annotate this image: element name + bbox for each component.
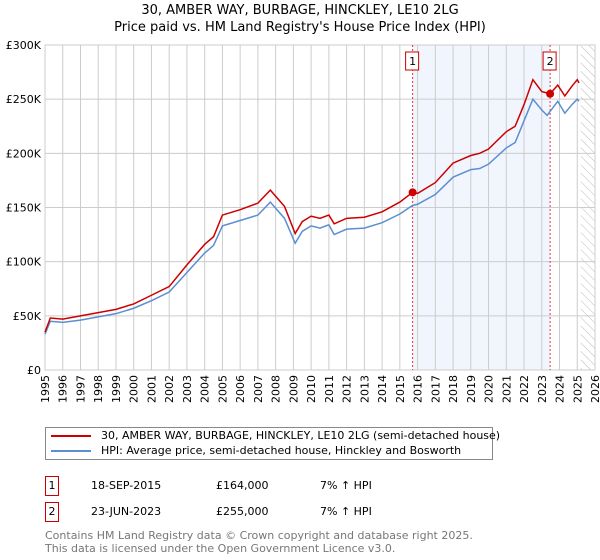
x-tick-label: 2007 [252, 375, 265, 403]
transaction-date: 18-SEP-2015 [91, 479, 162, 492]
plot-frame [44, 44, 596, 371]
x-tick-label: 2022 [518, 375, 531, 403]
blue-line-swatch [51, 450, 91, 452]
x-tick-label: 1995 [39, 375, 52, 403]
footer: Contains HM Land Registry data © Crown c… [45, 529, 473, 555]
x-tick-label: 2026 [589, 375, 600, 403]
x-tick-label: 2005 [216, 375, 229, 403]
legend-label: 30, AMBER WAY, BURBAGE, HINCKLEY, LE10 2… [101, 429, 501, 442]
x-tick-label: 2025 [571, 375, 584, 403]
x-tick-label: 2023 [536, 375, 549, 403]
transaction-price: £255,000 [216, 505, 269, 518]
marker-badge: 2 [45, 502, 59, 522]
subtitle-line: Price paid vs. HM Land Registry's House … [114, 20, 486, 35]
x-tick-label: 2002 [163, 375, 176, 403]
legend: 30, AMBER WAY, BURBAGE, HINCKLEY, LE10 2… [45, 427, 500, 460]
x-tick-label: 2024 [554, 375, 567, 403]
licence-text: This data is licensed under the Open Gov… [45, 542, 396, 555]
sale-label-box [542, 51, 557, 71]
x-tick-label: 2018 [447, 375, 460, 403]
y-tick-label: £0 [27, 364, 41, 377]
x-tick-label: 2000 [128, 375, 141, 403]
x-tick-label: 2015 [394, 375, 407, 403]
hpi-series-line [44, 97, 580, 335]
x-tick-label: 2016 [412, 375, 425, 403]
legend-label: HPI: Average price, semi-detached house,… [101, 444, 462, 457]
sale-point [546, 89, 555, 98]
x-tick-label: 2013 [358, 375, 371, 403]
x-tick-label: 2010 [305, 375, 318, 403]
x-tick-label: 2012 [341, 375, 354, 403]
marker-badge: 1 [45, 476, 59, 496]
transaction-hpi-delta: 7% ↑ HPI [320, 505, 372, 518]
x-tick-label: 2014 [376, 375, 389, 403]
transaction-hpi-delta: 7% ↑ HPI [320, 479, 372, 492]
transaction-price: £164,000 [216, 479, 269, 492]
x-tick-label: 2006 [234, 375, 247, 403]
x-tick-label: 2017 [429, 375, 442, 403]
x-tick-label: 2001 [145, 375, 158, 403]
sale-label: 1 [409, 55, 416, 68]
x-tick-label: 1997 [74, 375, 87, 403]
x-tick-label: 1996 [57, 375, 70, 403]
x-tick-label: 2003 [181, 375, 194, 403]
y-tick-label: £250K [6, 93, 42, 106]
y-tick-label: £300K [6, 39, 42, 52]
y-tick-label: £50K [13, 310, 42, 323]
chart-title: 30, AMBER WAY, BURBAGE, HINCKLEY, LE10 2… [0, 2, 600, 36]
y-tick-label: £200K [6, 147, 42, 160]
x-tick-label: 1998 [92, 375, 105, 403]
x-tick-label: 2020 [483, 375, 496, 403]
title-line: 30, AMBER WAY, BURBAGE, HINCKLEY, LE10 2… [141, 3, 459, 18]
sale-label: 2 [547, 55, 554, 68]
property-series-line [44, 78, 580, 333]
x-tick-label: 2011 [323, 375, 336, 403]
red-line-swatch [51, 435, 91, 437]
x-tick-label: 2009 [287, 375, 300, 403]
x-tick-label: 2008 [270, 375, 283, 403]
copyright-text: Contains HM Land Registry data © Crown c… [45, 529, 473, 542]
price-chart: 1995 1996 1997 1998 1999 2000 2001 2002 2003 2004… [6, 39, 600, 403]
x-tick-label: 2004 [199, 375, 212, 403]
x-tick-label: 1999 [110, 375, 123, 403]
x-tick-label: 2019 [465, 375, 478, 403]
y-tick-label: £150K [6, 202, 42, 215]
sale-point [408, 188, 417, 197]
transaction-date: 23-JUN-2023 [91, 505, 162, 518]
x-tick-label: 2021 [500, 375, 513, 403]
y-tick-label: £100K [6, 256, 42, 269]
legend-item-property: 30, AMBER WAY, BURBAGE, HINCKLEY, LE10 2… [51, 429, 500, 443]
legend-item-hpi: HPI: Average price, semi-detached house,… [51, 444, 461, 458]
sale-label-box [405, 51, 420, 71]
